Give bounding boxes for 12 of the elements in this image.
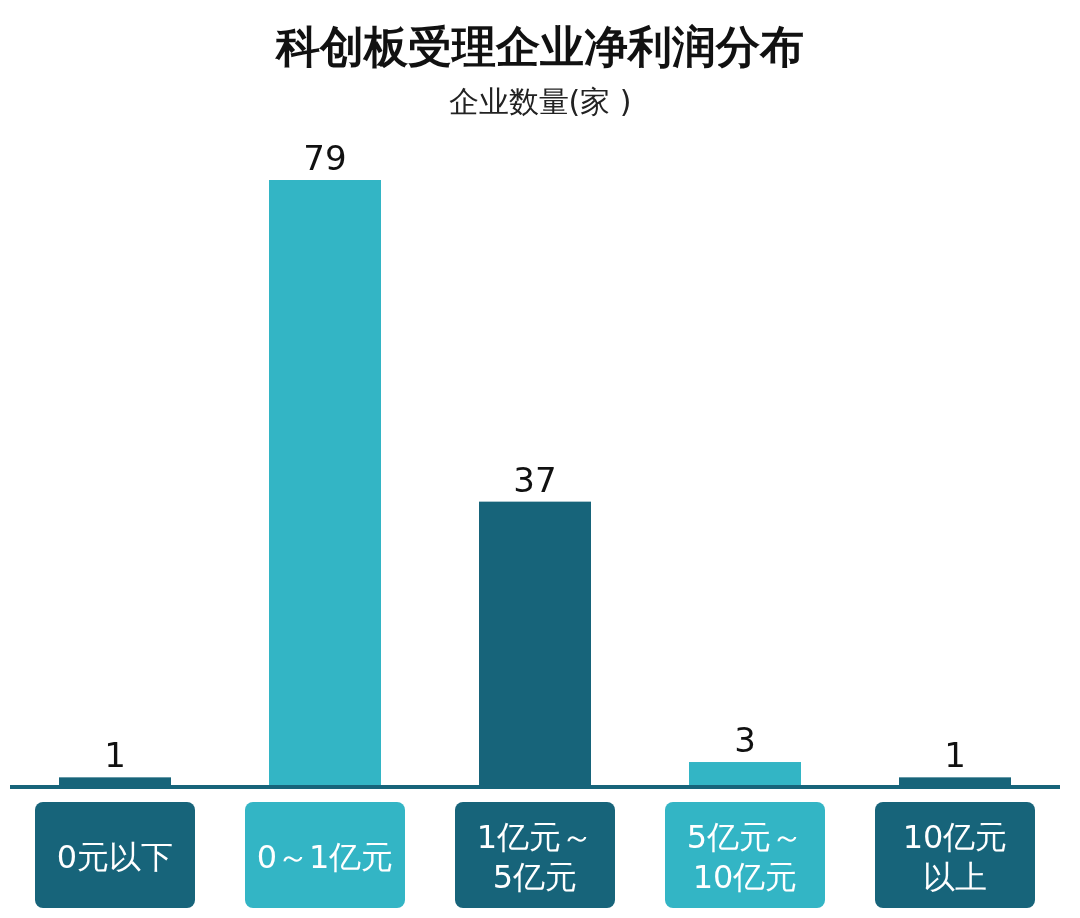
data-label: 37: [513, 459, 557, 500]
x-tick-label: 5亿元～10亿元: [686, 818, 804, 896]
data-label: 1: [104, 735, 126, 776]
data-label: 79: [303, 138, 347, 178]
x-tick-label: 0元以下: [56, 838, 174, 876]
chart-subtitle: 企业数量(家 ): [448, 84, 632, 119]
x-tick-label: 10亿元以上: [902, 818, 1008, 896]
x-tick-label: 1亿元～5亿元: [476, 818, 594, 896]
x-tick-label: 0～1亿元: [256, 838, 394, 876]
data-label: 1: [944, 735, 966, 776]
chart-title: 科创板受理企业净利润分布: [275, 21, 804, 72]
data-label: 3: [734, 720, 756, 761]
